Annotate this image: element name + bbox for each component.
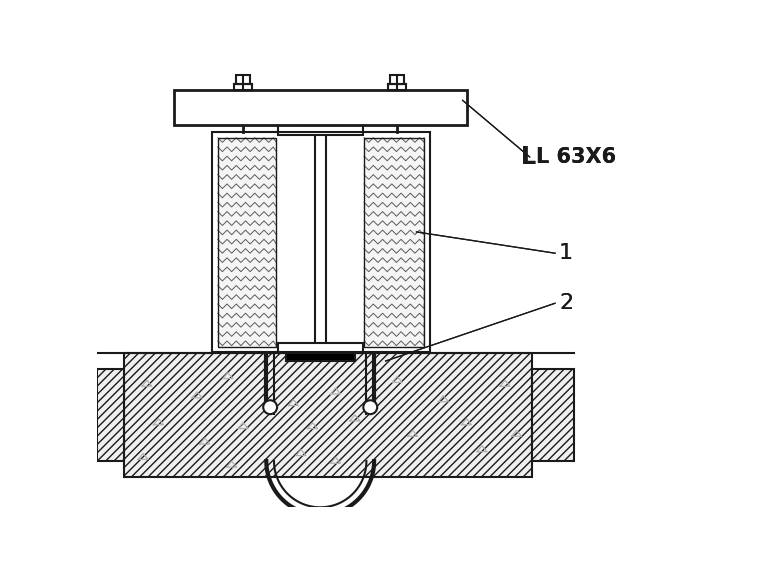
Bar	[97, 369, 124, 461]
Bar	[391, 75, 404, 84]
Text: L: L	[521, 145, 535, 169]
Text: 1: 1	[559, 243, 573, 263]
Bar	[286, 353, 355, 361]
Circle shape	[263, 400, 277, 414]
Text: L: L	[521, 145, 535, 169]
Bar	[315, 125, 325, 353]
Bar	[234, 84, 252, 90]
Bar	[302, 115, 338, 125]
Bar	[174, 90, 467, 125]
Text: L 63X6: L 63X6	[536, 147, 616, 167]
Bar	[532, 369, 575, 461]
Text: 2: 2	[559, 293, 573, 314]
Bar	[524, 134, 678, 330]
Circle shape	[363, 400, 377, 414]
Bar	[124, 353, 532, 477]
Text: 2: 2	[559, 293, 573, 314]
Bar	[212, 132, 429, 352]
Bar	[278, 343, 363, 353]
Bar	[388, 84, 407, 90]
Bar	[236, 75, 250, 84]
Bar	[364, 138, 424, 347]
Bar	[218, 138, 277, 347]
Text: 1: 1	[559, 243, 573, 263]
Bar	[278, 125, 363, 136]
Text: L 63X6: L 63X6	[536, 147, 616, 167]
